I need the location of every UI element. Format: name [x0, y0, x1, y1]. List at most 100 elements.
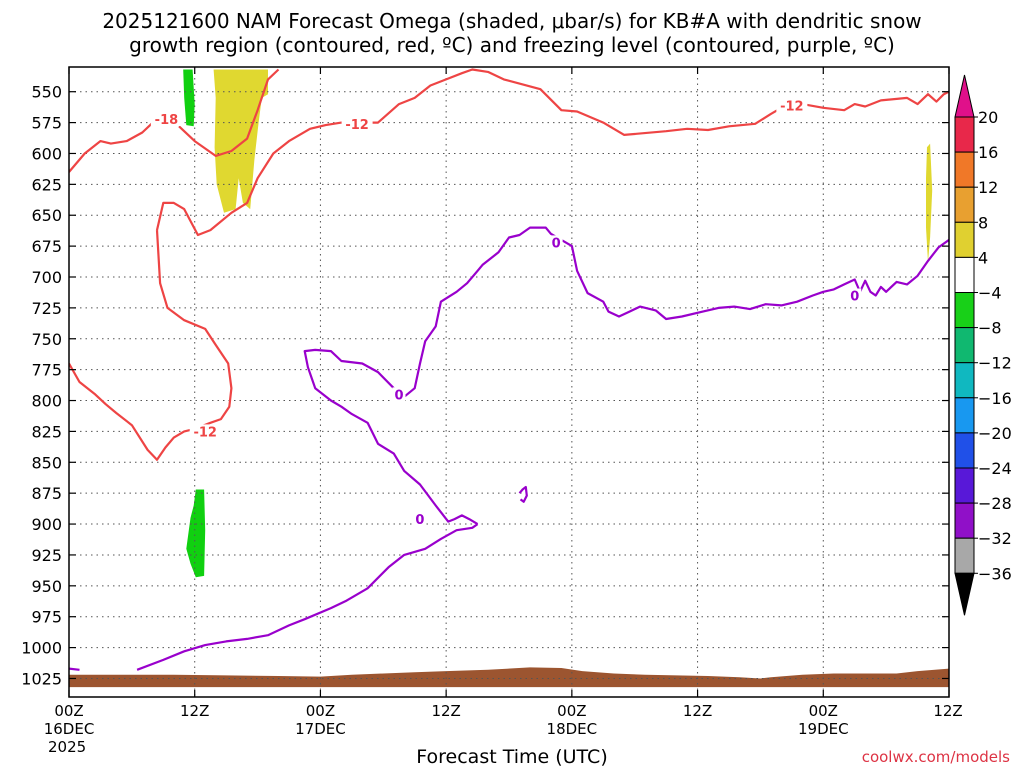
colorbar-label: 12 [978, 178, 998, 197]
y-tick-label: 575 [31, 114, 62, 133]
colorbar-swatch [954, 116, 975, 153]
plot-frame [68, 66, 950, 698]
x-tick-label: 00Z [54, 702, 83, 720]
x-tick-label: 12Z [431, 702, 460, 720]
colorbar-swatch [954, 467, 975, 504]
y-tick-label: 600 [31, 144, 62, 163]
contour-line-4 [69, 667, 80, 671]
contour-label-bg [413, 512, 427, 527]
colorbar-top-arrow [954, 74, 975, 118]
x-axis-title: Forecast Time (UTC) [416, 746, 608, 768]
contour-label-bg [549, 235, 563, 250]
colorbar-swatch [954, 292, 975, 329]
y-tick-label: 825 [31, 422, 62, 441]
contour-line-5 [136, 523, 479, 671]
colorbar-label: 20 [978, 108, 998, 127]
contour-line-2 [155, 68, 949, 237]
y-tick-label: 1000 [21, 639, 62, 658]
terrain-layer [69, 667, 949, 688]
y-tick-label: 925 [31, 546, 62, 565]
omega-shade-region-2 [183, 69, 195, 127]
colorbar-label: −16 [978, 389, 1012, 408]
y-tick-label: 725 [31, 299, 62, 318]
y-tick-label: 800 [31, 392, 62, 411]
y-tick-label: 625 [31, 175, 62, 194]
contour-line-0 [69, 121, 154, 173]
colorbar-swatch [954, 397, 975, 434]
x-tick-date-label: 17DEC [295, 720, 346, 738]
contour-label: -12 [780, 99, 804, 114]
colorbar-swatch [954, 186, 975, 223]
site-credit[interactable]: coolwx.com/models [861, 748, 1010, 766]
contour-label-bg [776, 98, 808, 113]
x-tick-label: 00Z [306, 702, 335, 720]
y-tick-label: 1025 [21, 669, 62, 688]
colorbar-bottom-arrow [954, 572, 975, 616]
contour-label-bg [189, 424, 221, 439]
x-tick-date-label: 18DEC [547, 720, 598, 738]
y-tick-label: 675 [31, 237, 62, 256]
x-tick-label: 12Z [683, 702, 712, 720]
colorbar-label: −24 [978, 459, 1012, 478]
y-tick-label: 650 [31, 206, 62, 225]
colorbar-label: −36 [978, 564, 1012, 583]
contour-label-bg [341, 116, 373, 131]
y-tick-label: 750 [31, 330, 62, 349]
colorbar-label: 8 [978, 213, 988, 232]
grid-layer [68, 67, 950, 697]
y-tick-label: 700 [31, 268, 62, 287]
x-tick-date-label: 16DEC [44, 720, 95, 738]
contour-label: -12 [193, 425, 217, 440]
omega-shade-region-0 [213, 69, 268, 213]
contour-label: 0 [415, 513, 424, 528]
colorbar-label: −4 [978, 284, 1002, 303]
contour-label-bg [150, 111, 182, 126]
colorbar-swatch [954, 256, 975, 293]
contour-label-bg [848, 288, 862, 303]
colorbar-label: −20 [978, 424, 1012, 443]
contour-label-bg [392, 387, 406, 402]
contour-label: 0 [552, 236, 561, 251]
contour-label: 0 [850, 290, 859, 305]
year-label: 2025 [48, 738, 87, 756]
contour-label: -12 [345, 118, 369, 133]
contour-line-6 [303, 226, 949, 526]
colorbar-label: −12 [978, 354, 1012, 373]
colorbar-swatch [954, 151, 975, 188]
x-tick-label: 12Z [180, 702, 209, 720]
y-axis: 550 575 600 625 650 675 700 725 750 775 800 825 850 8… [21, 83, 949, 688]
y-tick-label: 950 [31, 577, 62, 596]
y-tick-label: 975 [31, 608, 62, 627]
y-tick-label: 775 [31, 361, 62, 380]
y-tick-label: 875 [31, 484, 62, 503]
colorbar-label: 4 [978, 248, 988, 267]
colorbar: 20 16 12 8 4 −4 −8 −12 −16 −20 −24 −28 −32 −36 [954, 74, 1012, 616]
omega-shade-region-1 [926, 143, 933, 263]
contour-label: 0 [394, 388, 403, 403]
colorbar-swatch [954, 432, 975, 469]
colorbar-swatch [954, 502, 975, 539]
colorbar-swatch [954, 221, 975, 258]
terrain-fill [69, 667, 949, 688]
omega-shading-layer [183, 69, 933, 578]
colorbar-label: −32 [978, 529, 1012, 548]
colorbar-swatch [954, 537, 975, 574]
colorbar-label: 16 [978, 143, 998, 162]
chart-subtitle: growth region (contoured, red, ºC) and f… [129, 33, 895, 57]
colorbar-swatch [954, 327, 975, 364]
y-tick-label: 550 [31, 83, 62, 102]
y-tick-label: 900 [31, 515, 62, 534]
x-tick-label: 12Z [933, 702, 962, 720]
colorbar-label: −28 [978, 494, 1012, 513]
contour-line-7 [518, 485, 528, 503]
omega-shade-region-3 [186, 489, 206, 578]
chart-title: 2025121600 NAM Forecast Omega (shaded, μ… [102, 9, 922, 33]
y-tick-label: 850 [31, 453, 62, 472]
colorbar-swatch [954, 362, 975, 399]
contour-line-1 [178, 68, 280, 157]
colorbar-label: −8 [978, 319, 1002, 338]
contour-label: -18 [155, 113, 179, 128]
